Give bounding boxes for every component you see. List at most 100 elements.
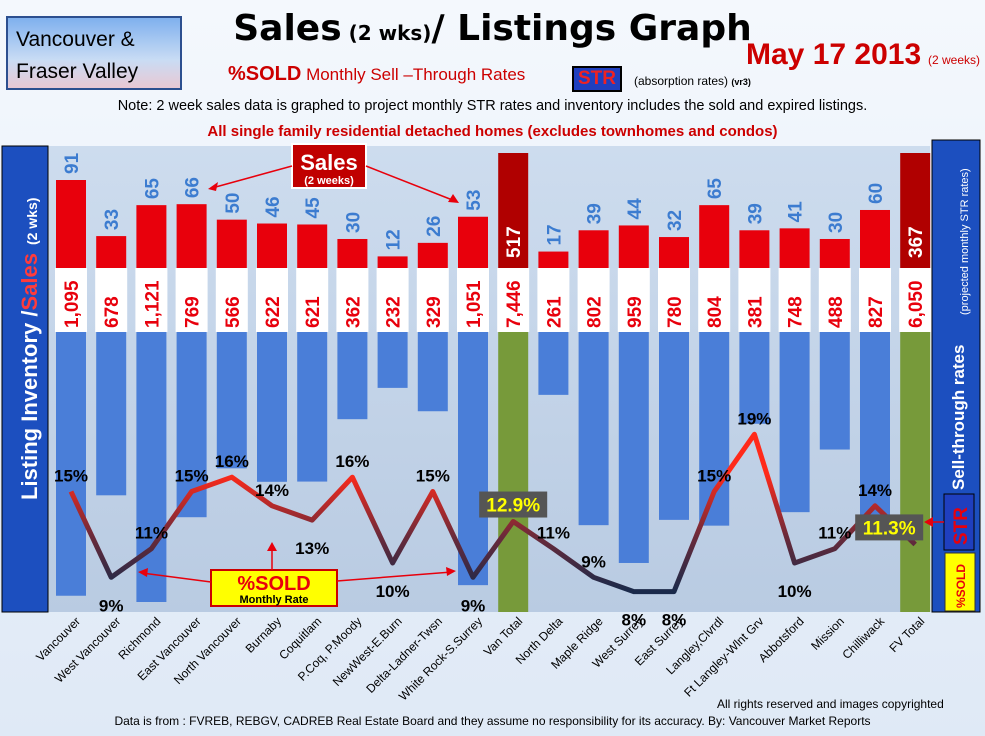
pct-label-east-surrey: 8% <box>662 611 687 630</box>
inventory-bar-coquitlam <box>297 332 328 482</box>
str-line <box>68 431 917 595</box>
inventory-bar-mission <box>819 332 850 450</box>
absorption-note: (absorption rates) (vr3) <box>634 74 751 88</box>
sales-bar-east-vancouver <box>176 204 207 268</box>
legend-sold: %SOLD <box>954 564 968 608</box>
pct-label-burnaby: 14% <box>255 481 289 500</box>
pct-label-maple-ridge: 9% <box>581 552 606 571</box>
inventory-label-band-newwest-e-burn <box>376 268 409 332</box>
inventory-label-burnaby: 622 <box>263 296 284 328</box>
inventory-label-band-chilliwack <box>859 268 891 332</box>
sales-label-white-rock-s-surrey: 53 <box>464 190 485 211</box>
inventory-label-langley-clvrdl: 804 <box>705 296 726 328</box>
footer-rights: All rights reserved and images copyright… <box>717 697 944 711</box>
inventory-label-p-coq-p-moody: 362 <box>343 296 364 328</box>
sales-bar-mission <box>819 238 850 268</box>
inventory-label-newwest-e-burn: 232 <box>384 296 405 328</box>
sales-label-fv-total: 367 <box>906 226 927 258</box>
subtitle-rates: Monthly Sell –Through Rates <box>301 65 526 84</box>
sales-label-coquitlam: 45 <box>303 197 324 219</box>
inventory-label-band-vancouver <box>55 268 87 332</box>
inventory-bar-van-total <box>498 332 529 612</box>
sold-callout-sub: Monthly Rate <box>239 594 308 606</box>
legend-str-box <box>943 493 975 551</box>
sales-label-vancouver: 91 <box>62 152 83 174</box>
inventory-label-band-white-rock-s-surrey <box>457 268 489 332</box>
inventory-bar-north-delta <box>538 332 569 395</box>
inventory-label-band-ft-langley-wlnt-grv <box>738 268 771 332</box>
legend-str: STR <box>951 507 972 545</box>
sales-bar-maple-ridge <box>578 230 609 268</box>
sales-bar-newwest-e-burn <box>377 256 408 268</box>
sold-arrow-right <box>336 571 453 582</box>
pct-label-fv-total: 11.3% <box>863 518 916 539</box>
sales-label-maple-ridge: 39 <box>585 203 606 224</box>
inventory-label-band-mission <box>818 268 851 332</box>
inventory-label-delta-ladner-twsn: 329 <box>424 296 445 328</box>
right-legend: STR %SOLD <box>924 493 976 612</box>
sales-bar-vancouver <box>56 180 86 268</box>
inventory-bar-north-vancouver <box>216 332 247 469</box>
inventory-label-richmond: 1,121 <box>142 280 163 328</box>
pct-label-abbotsford: 10% <box>778 582 812 601</box>
inventory-bar-west-surrey <box>618 332 649 563</box>
sales-bar-north-delta <box>538 251 569 268</box>
inventory-label-band-west-vancouver <box>95 268 128 332</box>
inventory-label-west-vancouver: 678 <box>102 296 123 328</box>
sold-arrowhead-up <box>267 542 277 551</box>
note: Note: 2 week sales data is graphed to pr… <box>117 98 868 114</box>
sales-label-north-vancouver: 50 <box>223 193 244 214</box>
sales-label-mission: 30 <box>826 212 847 233</box>
pct-label-box-fv-total <box>855 514 924 541</box>
pct-label-delta-ladner-twsn: 15% <box>416 467 450 486</box>
inventory-bar-p-coq-p-moody <box>337 332 368 420</box>
sales-label-west-surrey: 44 <box>625 198 646 220</box>
absorption-version: (vr3) <box>731 77 751 87</box>
inventory-label-fv-total: 6,050 <box>906 280 927 328</box>
inventory-label-mission: 488 <box>826 296 847 328</box>
inventory-label-north-vancouver: 566 <box>223 296 244 328</box>
category-label-fv-total: FV Total <box>886 614 927 655</box>
region-box: Vancouver & Fraser Valley <box>6 16 182 90</box>
right-axis-note: (projected monthly STR rates) <box>959 168 971 315</box>
pct-label-newwest-e-burn: 10% <box>376 582 410 601</box>
inventory-label-white-rock-s-surrey: 1,051 <box>464 280 485 328</box>
sales-label-abbotsford: 41 <box>786 201 807 223</box>
sales-bar-burnaby <box>257 223 287 268</box>
pct-label-box-van-total <box>479 491 548 518</box>
sales-label-delta-ladner-twsn: 26 <box>424 216 445 237</box>
footer-source: Data is from : FVREB, REBGV, CADREB Real… <box>114 714 871 728</box>
category-label-delta-ladner-twsn: Delta-Ladner-Twsn <box>363 614 445 696</box>
inventory-label-band-north-delta <box>537 268 570 332</box>
inventory-bar-chilliwack <box>860 332 890 532</box>
inventory-label-band-delta-ladner-twsn <box>416 268 449 332</box>
inventory-label-east-surrey: 780 <box>665 296 686 328</box>
sold-callout-box <box>210 569 338 607</box>
legend-sold-box <box>944 552 976 612</box>
inventory-label-band-east-vancouver <box>175 268 208 332</box>
sales-label-p-coq-p-moody: 30 <box>343 212 364 233</box>
inventory-label-vancouver: 1,095 <box>62 280 83 328</box>
inventory-label-chilliwack: 827 <box>866 296 887 328</box>
pct-label-white-rock-s-surrey: 9% <box>461 596 486 615</box>
sold-callout: %SOLD Monthly Rate <box>138 542 456 607</box>
sold-callout-text: %SOLD <box>237 573 310 595</box>
inventory-label-west-surrey: 959 <box>625 296 646 328</box>
sales-callout-arrowhead-left <box>208 182 218 191</box>
sales-bar-coquitlam <box>297 224 328 268</box>
sales-label-langley-clvrdl: 65 <box>705 178 726 200</box>
region-line-1: Vancouver & <box>16 28 135 51</box>
sales-bar-chilliwack <box>860 209 890 268</box>
pct-label-west-surrey: 8% <box>622 611 647 630</box>
inventory-bar-ft-langley-wlnt-grv <box>739 332 770 424</box>
sales-label-west-vancouver: 33 <box>102 209 123 230</box>
sales-bar-langley-clvrdl <box>699 205 730 268</box>
sales-bar-north-vancouver <box>216 219 247 268</box>
sales-bar-west-vancouver <box>96 236 127 268</box>
inventory-label-band-p-coq-p-moody <box>336 268 369 332</box>
sales-callout-text: Sales <box>300 150 358 175</box>
sales-callout-arrow-right <box>365 165 456 202</box>
inventory-label-band-east-surrey <box>658 268 690 332</box>
inventory-label-band-north-vancouver <box>215 268 248 332</box>
inventory-label-coquitlam: 621 <box>303 296 324 328</box>
